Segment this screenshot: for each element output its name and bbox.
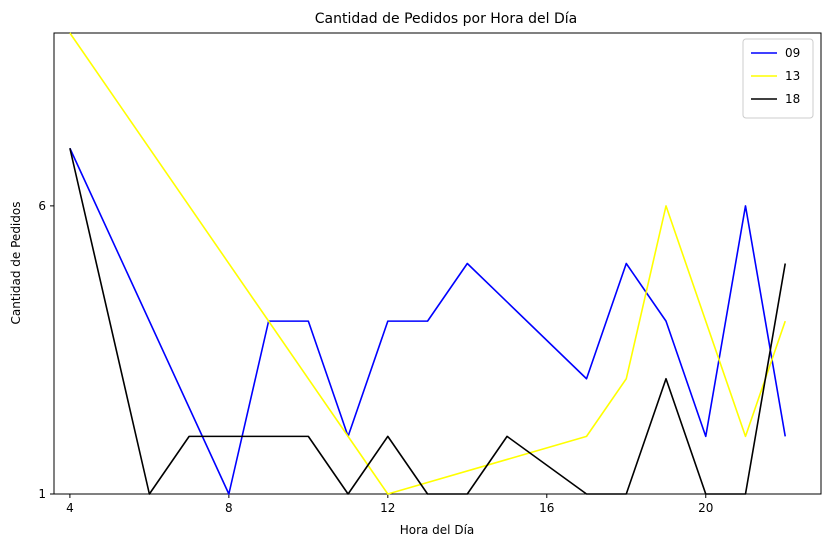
y-axis-label: Cantidad de Pedidos — [9, 202, 23, 325]
x-tick-label: 4 — [66, 501, 74, 515]
x-axis-label: Hora del Día — [400, 523, 475, 537]
series-group — [69, 32, 787, 495]
legend: 09 13 18 — [742, 38, 814, 119]
x-tick-label: 12 — [380, 501, 395, 515]
series-line-18 — [69, 148, 787, 495]
series-line-09 — [69, 147, 787, 495]
y-tick-label: 1 — [38, 487, 46, 501]
x-tick-label: 20 — [698, 501, 713, 515]
legend-label-13: 13 — [785, 69, 800, 83]
x-tick-label: 16 — [539, 501, 554, 515]
chart-title: Cantidad de Pedidos por Hora del Día — [315, 11, 578, 27]
plot-frame — [53, 32, 822, 495]
y-tick-label: 6 — [38, 199, 46, 213]
legend-label-09: 09 — [785, 46, 800, 60]
series-line-13 — [69, 32, 786, 495]
y-axis-ticks: 16 — [38, 199, 54, 501]
legend-label-18: 18 — [785, 92, 800, 106]
x-axis-ticks: 4 8 12 16 20 — [66, 494, 713, 515]
x-tick-label: 8 — [225, 501, 233, 515]
legend-box — [742, 38, 814, 119]
